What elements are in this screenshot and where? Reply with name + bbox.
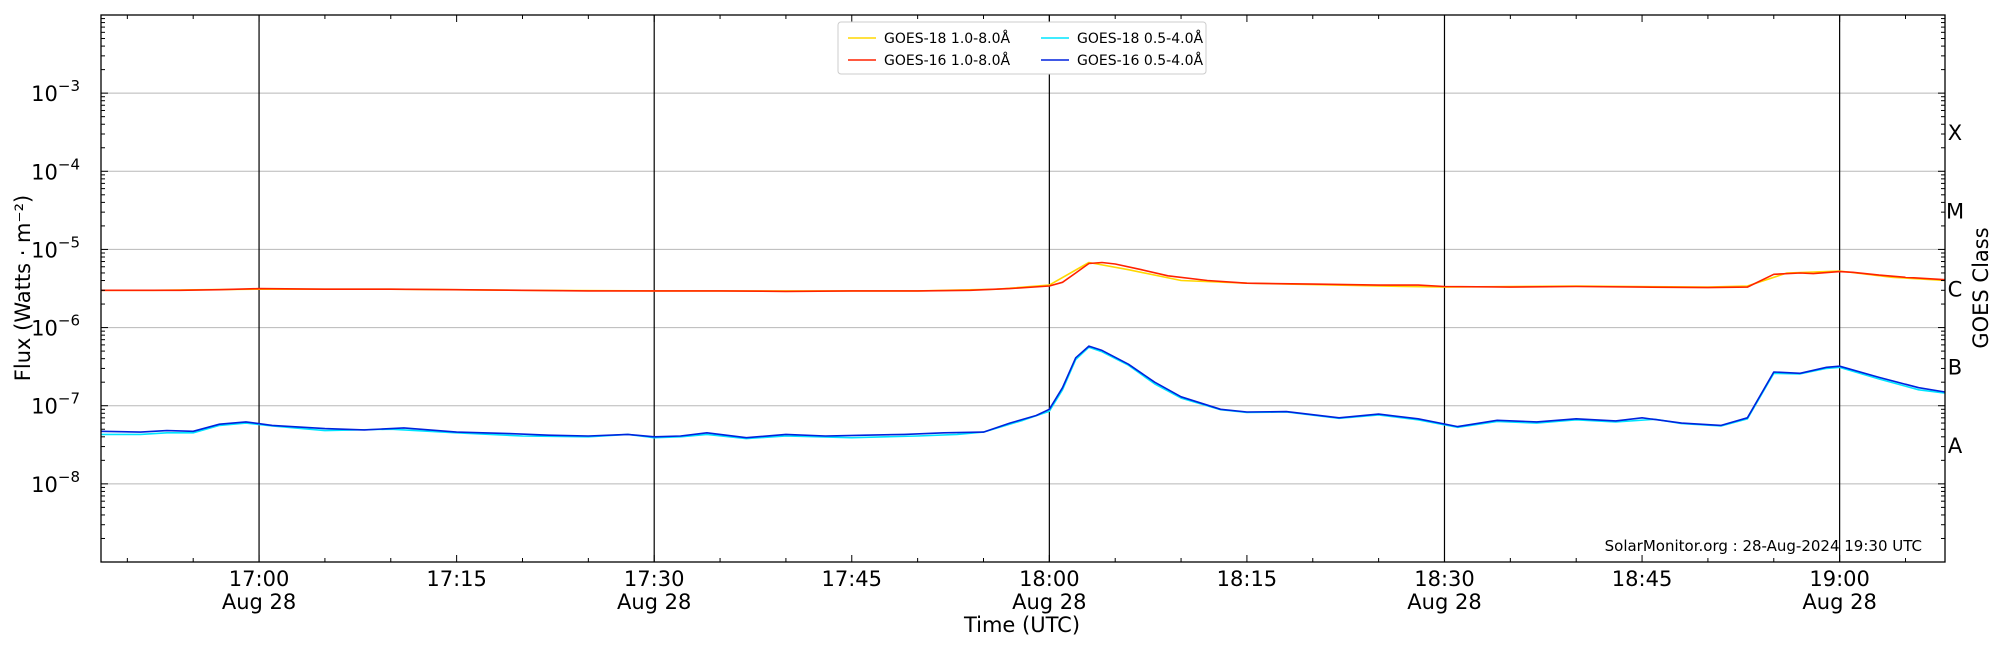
goes-class-x-label: X bbox=[1948, 121, 1962, 145]
series-line-2 bbox=[101, 261, 1946, 293]
x-tick-label: 19:00 bbox=[1809, 567, 1870, 591]
x-tick-label: 17:45 bbox=[822, 567, 883, 591]
x-tick-date-label: Aug 28 bbox=[1407, 590, 1481, 614]
day-lines-layer bbox=[258, 15, 1841, 562]
goes-class-labels: A B C M X bbox=[1946, 121, 1964, 458]
goes-class-a-label: A bbox=[1948, 434, 1963, 458]
x-axis-label: Time (UTC) bbox=[963, 613, 1080, 637]
goes-class-b-label: B bbox=[1948, 356, 1962, 380]
legend-label: GOES-16 1.0-8.0Å bbox=[884, 52, 1010, 69]
y-tick-label: 10−8 bbox=[31, 468, 80, 497]
legend-label: GOES-16 0.5-4.0Å bbox=[1077, 52, 1203, 69]
credit-text: SolarMonitor.org : 28-Aug-2024 19:30 UTC bbox=[1605, 537, 1922, 555]
y-tick-label: 10−7 bbox=[31, 390, 80, 419]
goes-class-c-label: C bbox=[1948, 278, 1963, 302]
x-tick-label: 17:00 bbox=[229, 567, 290, 591]
legend-label: GOES-18 1.0-8.0Å bbox=[884, 30, 1010, 47]
right-axis-label: GOES Class bbox=[1969, 227, 1993, 348]
x-tick-date-label: Aug 28 bbox=[1012, 590, 1086, 614]
x-tick-label: 17:15 bbox=[426, 567, 487, 591]
legend: GOES-18 1.0-8.0Å GOES-16 1.0-8.0Å GOES-18 … bbox=[837, 21, 1207, 75]
y-tick-label: 10−5 bbox=[31, 233, 80, 262]
y-tick-label: 10−6 bbox=[31, 312, 80, 341]
x-tick-label: 18:45 bbox=[1612, 567, 1673, 591]
series-line-4 bbox=[100, 345, 1946, 439]
y-tick-label: 10−4 bbox=[31, 155, 80, 184]
x-tick-date-label: Aug 28 bbox=[617, 590, 691, 614]
tick-layer bbox=[101, 15, 1945, 563]
plot-frame bbox=[100, 14, 1946, 563]
x-tick-date-label: Aug 28 bbox=[1802, 590, 1876, 614]
legend-box bbox=[837, 21, 1207, 75]
x-tick-label: 17:30 bbox=[624, 567, 685, 591]
grid-layer bbox=[101, 92, 1945, 485]
y-tick-labels: 10−8 10−7 10−6 10−5 10−4 10−3 bbox=[31, 77, 80, 497]
legend-label: GOES-18 0.5-4.0Å bbox=[1077, 30, 1203, 47]
y-tick-label: 10−3 bbox=[31, 77, 80, 106]
y-axis-label: Flux (Watts · m⁻²) bbox=[11, 195, 35, 381]
x-tick-date-label: Aug 28 bbox=[222, 590, 296, 614]
series-layer bbox=[100, 261, 1946, 440]
x-tick-label: 18:30 bbox=[1414, 567, 1475, 591]
goes-class-m-label: M bbox=[1946, 199, 1964, 223]
x-tick-label: 18:15 bbox=[1217, 567, 1278, 591]
x-tick-label: 18:00 bbox=[1019, 567, 1080, 591]
